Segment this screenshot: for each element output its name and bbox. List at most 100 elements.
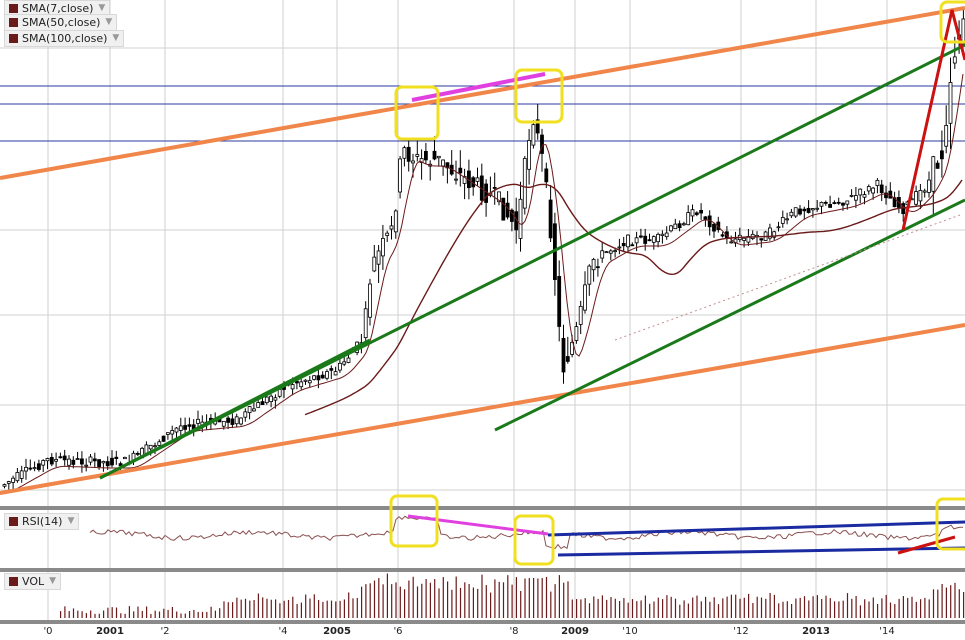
volume-bar bbox=[421, 583, 423, 618]
candle-body bbox=[634, 237, 639, 244]
candle-body bbox=[24, 466, 28, 472]
candle-body bbox=[858, 188, 863, 196]
volume-bar bbox=[631, 599, 634, 618]
candle-body bbox=[583, 284, 587, 311]
candle-body bbox=[294, 380, 299, 384]
volume-bar bbox=[287, 600, 290, 618]
volume-bar bbox=[236, 597, 238, 618]
candle-body bbox=[251, 408, 256, 412]
candle-body bbox=[15, 472, 20, 482]
candle-body bbox=[342, 361, 347, 365]
volume-bar bbox=[584, 598, 586, 618]
volume-bar bbox=[606, 599, 608, 618]
volume-bar bbox=[752, 603, 754, 618]
volume-bar bbox=[627, 602, 629, 618]
candle-body bbox=[690, 209, 695, 217]
candle-body bbox=[58, 456, 63, 459]
volume-bar bbox=[115, 607, 118, 618]
volume-bar bbox=[881, 598, 883, 618]
rsi-red-arrow bbox=[897, 535, 956, 555]
candle-body bbox=[110, 457, 114, 466]
volume-bar bbox=[859, 605, 861, 618]
volume-bar bbox=[451, 589, 453, 618]
volume-bar bbox=[206, 611, 208, 618]
candle-body bbox=[815, 207, 820, 210]
candle-body bbox=[531, 124, 536, 146]
volume-bar bbox=[77, 610, 79, 618]
volume-bar bbox=[958, 589, 960, 618]
chevron-down-icon[interactable]: ▼ bbox=[67, 516, 75, 526]
candle-body bbox=[312, 375, 317, 380]
volume-bar bbox=[722, 598, 724, 618]
chevron-down-icon[interactable]: ▼ bbox=[98, 3, 106, 13]
legend-vol[interactable]: VOL ▼ bbox=[4, 573, 62, 590]
x-tick-label: '14 bbox=[879, 626, 894, 637]
volume-bar bbox=[717, 604, 720, 618]
volume-bar bbox=[103, 610, 105, 618]
volume-bar bbox=[877, 604, 879, 618]
legend-sma50[interactable]: SMA(50,close) ▼ bbox=[4, 14, 118, 31]
candle-body bbox=[187, 424, 192, 427]
volume-bar bbox=[490, 592, 492, 618]
volume-bar bbox=[816, 595, 818, 618]
volume-bar bbox=[318, 600, 320, 618]
x-tick-label: '4 bbox=[278, 626, 287, 637]
volume-bar bbox=[335, 601, 337, 618]
candle-body bbox=[729, 241, 734, 244]
volume-bar bbox=[588, 603, 591, 618]
volume-bar bbox=[748, 593, 750, 618]
candle-body bbox=[497, 191, 501, 203]
legend-rsi[interactable]: RSI(14) ▼ bbox=[4, 513, 80, 530]
volume-bar bbox=[416, 586, 419, 618]
volume-bar bbox=[683, 600, 685, 618]
candle-body bbox=[561, 337, 566, 373]
candle-body bbox=[866, 186, 871, 192]
candle-body bbox=[6, 481, 11, 484]
volume-bar bbox=[60, 611, 62, 618]
volume-bar bbox=[520, 590, 522, 618]
candle-body bbox=[269, 395, 274, 403]
candle-body bbox=[196, 418, 200, 424]
volume-bar bbox=[907, 597, 909, 618]
candle-body bbox=[316, 375, 321, 381]
candle-body bbox=[372, 256, 377, 272]
candle-body bbox=[656, 233, 660, 243]
volume-bar bbox=[459, 587, 462, 618]
candle-body bbox=[165, 432, 170, 435]
legend-sma100[interactable]: SMA(100,close) ▼ bbox=[4, 30, 125, 47]
volume-bar bbox=[713, 597, 715, 618]
sma7-line bbox=[0, 73, 964, 495]
candle-body bbox=[178, 425, 183, 431]
candle-body bbox=[742, 237, 746, 241]
candle-body bbox=[101, 461, 106, 464]
chevron-down-icon[interactable]: ▼ bbox=[105, 17, 113, 27]
candle-body bbox=[71, 459, 76, 465]
volume-bar bbox=[81, 611, 83, 618]
divergence-line-rsi bbox=[407, 514, 549, 536]
volume-bar bbox=[356, 598, 358, 618]
pane-separator bbox=[0, 620, 965, 624]
volume-bar bbox=[726, 596, 728, 618]
chevron-down-icon[interactable]: ▼ bbox=[49, 576, 57, 586]
pane-separator bbox=[0, 568, 965, 572]
volume-bar bbox=[614, 598, 616, 618]
volume-bar bbox=[128, 606, 130, 618]
candle-body bbox=[88, 456, 93, 463]
chevron-down-icon[interactable]: ▼ bbox=[112, 33, 120, 43]
candle-body bbox=[80, 458, 84, 465]
candle-body bbox=[922, 190, 927, 193]
candle-body bbox=[587, 265, 592, 285]
volume-bar bbox=[920, 599, 922, 618]
legend-swatch bbox=[9, 34, 18, 43]
candle-body bbox=[673, 223, 678, 230]
candle-body bbox=[32, 467, 37, 470]
highlight-box bbox=[939, 0, 965, 44]
volume-bar bbox=[838, 601, 840, 618]
candle-body bbox=[694, 212, 699, 215]
candle-body bbox=[260, 401, 265, 405]
candle-body bbox=[643, 235, 648, 244]
candle-body bbox=[226, 417, 231, 423]
candle-body bbox=[630, 244, 635, 247]
volume-bar bbox=[963, 592, 965, 618]
volume-bar bbox=[657, 597, 659, 618]
